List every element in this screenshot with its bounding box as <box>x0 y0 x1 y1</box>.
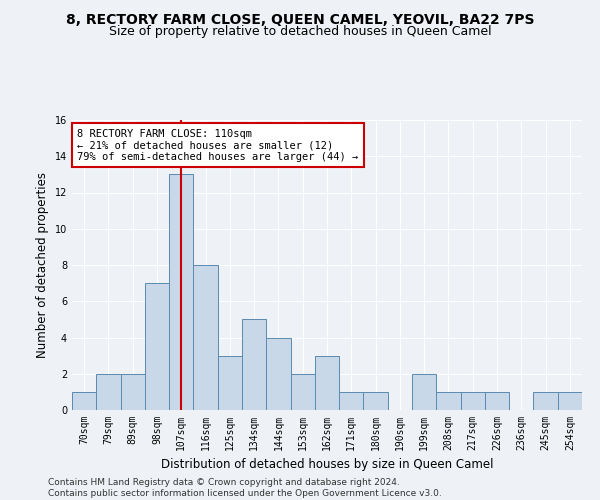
Bar <box>364 392 388 410</box>
Bar <box>96 374 121 410</box>
Bar <box>169 174 193 410</box>
Y-axis label: Number of detached properties: Number of detached properties <box>36 172 49 358</box>
Text: 8, RECTORY FARM CLOSE, QUEEN CAMEL, YEOVIL, BA22 7PS: 8, RECTORY FARM CLOSE, QUEEN CAMEL, YEOV… <box>66 12 534 26</box>
Bar <box>72 392 96 410</box>
Bar <box>290 374 315 410</box>
Bar <box>315 356 339 410</box>
Bar <box>412 374 436 410</box>
Text: Size of property relative to detached houses in Queen Camel: Size of property relative to detached ho… <box>109 25 491 38</box>
Bar <box>558 392 582 410</box>
Bar <box>533 392 558 410</box>
Bar <box>436 392 461 410</box>
Bar <box>145 283 169 410</box>
Text: Contains HM Land Registry data © Crown copyright and database right 2024.
Contai: Contains HM Land Registry data © Crown c… <box>48 478 442 498</box>
Bar <box>266 338 290 410</box>
Text: 8 RECTORY FARM CLOSE: 110sqm
← 21% of detached houses are smaller (12)
79% of se: 8 RECTORY FARM CLOSE: 110sqm ← 21% of de… <box>77 128 358 162</box>
Bar <box>461 392 485 410</box>
X-axis label: Distribution of detached houses by size in Queen Camel: Distribution of detached houses by size … <box>161 458 493 471</box>
Bar <box>339 392 364 410</box>
Bar <box>218 356 242 410</box>
Bar <box>485 392 509 410</box>
Bar <box>242 320 266 410</box>
Bar <box>121 374 145 410</box>
Bar <box>193 265 218 410</box>
